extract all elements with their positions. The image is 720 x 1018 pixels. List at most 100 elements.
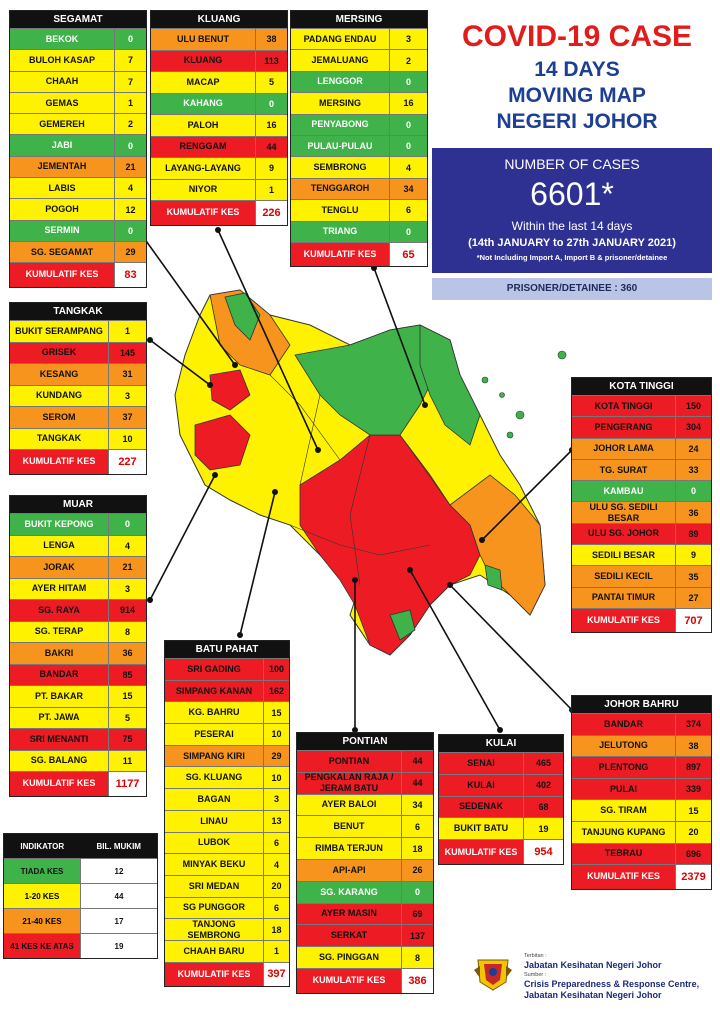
mukim-name: SG. PINGGAN bbox=[318, 952, 379, 963]
mukim-name: GEMAS bbox=[45, 97, 79, 108]
table-row: KOTA TINGGI 150 bbox=[572, 395, 711, 417]
table-kulai: KULAI SENAI 465 KULAI 402 SEDENAK 68 BUKIT BATU… bbox=[438, 734, 564, 865]
table-row: SERMIN 0 bbox=[10, 219, 146, 241]
table-row: SEDILI KECIL 35 bbox=[572, 565, 711, 587]
mukim-case-count: 0 bbox=[255, 93, 287, 114]
credit-label-source: Sumber : bbox=[524, 972, 547, 978]
mukim-case-count: 6 bbox=[389, 200, 427, 221]
mukim-case-count: 89 bbox=[675, 523, 711, 545]
mukim-name: PENYABONG bbox=[311, 119, 369, 130]
table-header: KULAI bbox=[439, 735, 563, 752]
table-row: SG. RAYA 914 bbox=[10, 599, 146, 621]
table-row: AYER HITAM 3 bbox=[10, 577, 146, 599]
mukim-name: JEMENTAH bbox=[37, 161, 87, 172]
mukim-case-count: 5 bbox=[255, 72, 287, 93]
mukim-case-count: 0 bbox=[114, 29, 146, 50]
table-row: JABI 0 bbox=[10, 134, 146, 156]
mukim-case-count: 1 bbox=[255, 179, 287, 200]
table-row: PENYABONG 0 bbox=[291, 113, 427, 135]
mukim-name: SEDILI BESAR bbox=[591, 549, 655, 560]
table-row: BANDAR 374 bbox=[572, 713, 711, 735]
cumulative-label: KUMULATIF KES bbox=[25, 269, 99, 280]
table-row: JEMALUANG 2 bbox=[291, 49, 427, 71]
mukim-case-count: 10 bbox=[263, 724, 289, 745]
mukim-case-count: 3 bbox=[108, 578, 146, 599]
table-row: BUKIT KEPONG 0 bbox=[10, 513, 146, 535]
main-title: COVID-19 CASE bbox=[461, 20, 693, 53]
table-row: LENGA 4 bbox=[10, 534, 146, 556]
table-row: SG PUNGGOR 6 bbox=[165, 896, 289, 919]
mukim-name: KLUANG bbox=[183, 55, 223, 66]
mukim-case-count: 37 bbox=[108, 407, 146, 428]
mukim-case-count: 44 bbox=[255, 136, 287, 157]
table-row: SRI MENANTI 75 bbox=[10, 728, 146, 750]
mukim-name: PALOH bbox=[187, 119, 219, 130]
mukim-name: SIMPANG KANAN bbox=[175, 685, 253, 696]
mukim-name: CHAAH BARU bbox=[183, 945, 245, 956]
mukim-name: SEDENAK bbox=[458, 801, 503, 812]
cumulative-label: KUMULATIF KES bbox=[22, 456, 96, 467]
cumulative-row: KUMULATIF KES 83 bbox=[10, 262, 146, 287]
mukim-case-count: 0 bbox=[389, 114, 427, 135]
mukim-case-count: 696 bbox=[675, 843, 711, 865]
mukim-case-count: 27 bbox=[675, 587, 711, 608]
table-row: SEROM 37 bbox=[10, 406, 146, 428]
cases-range: (14th JANUARY to 27th JANUARY 2021) bbox=[468, 237, 676, 249]
table-row: LABIS 4 bbox=[10, 177, 146, 199]
mukim-name: KUNDANG bbox=[36, 390, 82, 401]
table-row: LAYANG-LAYANG 9 bbox=[151, 157, 287, 179]
table-row: TG. SURAT 33 bbox=[572, 458, 711, 481]
table-row: TENGLU 6 bbox=[291, 199, 427, 221]
mukim-case-count: 145 bbox=[108, 342, 146, 363]
table-row: SIMPANG KANAN 162 bbox=[165, 679, 289, 702]
mukim-name: BUKIT SERAMPANG bbox=[15, 325, 103, 336]
johor-crest-icon bbox=[474, 959, 512, 991]
mukim-case-count: 7 bbox=[114, 71, 146, 92]
mukim-case-count: 100 bbox=[263, 659, 289, 680]
table-row: PONTIAN 44 bbox=[297, 750, 433, 772]
mukim-name: BANDAR bbox=[39, 669, 79, 680]
table-row: ULU SG. JOHOR 89 bbox=[572, 522, 711, 545]
table-row: SG. BALANG 11 bbox=[10, 749, 146, 771]
mukim-name: SEMBRONG bbox=[313, 162, 367, 173]
table-row: BUKIT BATU 19 bbox=[439, 817, 563, 840]
mukim-name: TANJONG SEMBRONG bbox=[187, 918, 241, 940]
table-row: SG. SEGAMAT 29 bbox=[10, 240, 146, 263]
mukim-name: POGOH bbox=[45, 204, 79, 215]
mukim-name: SRI MENANTI bbox=[29, 733, 89, 744]
mukim-name: TANGKAK bbox=[36, 433, 82, 444]
mukim-name: GRISEK bbox=[41, 347, 77, 358]
mukim-name: KOTA TINGGI bbox=[594, 400, 653, 411]
table-row: PENGKALAN RAJA / JERAM BATU 44 bbox=[297, 771, 433, 794]
mukim-name: ULU BENUT bbox=[177, 33, 229, 44]
map-island-3 bbox=[515, 410, 525, 420]
mukim-name: SG. TERAP bbox=[34, 626, 84, 637]
table-row: JORAK 21 bbox=[10, 556, 146, 578]
table-row: PULAI 339 bbox=[572, 777, 711, 800]
table-row: PENGERANG 304 bbox=[572, 416, 711, 438]
mukim-case-count: 44 bbox=[401, 772, 433, 794]
mukim-name: AYER HITAM bbox=[31, 583, 87, 594]
mukim-case-count: 16 bbox=[389, 93, 427, 114]
mukim-name: BANDAR bbox=[604, 718, 643, 729]
mukim-case-count: 68 bbox=[523, 796, 563, 818]
legend-row: 21-40 KES 17 bbox=[4, 908, 157, 933]
mukim-case-count: 1 bbox=[114, 92, 146, 114]
mukim-case-count: 113 bbox=[255, 50, 287, 71]
mukim-case-count: 75 bbox=[108, 729, 146, 750]
table-kota-tinggi: KOTA TINGGI KOTA TINGGI 150 PENGERANG 304 JOH… bbox=[571, 377, 712, 634]
mukim-case-count: 6 bbox=[401, 816, 433, 838]
mukim-case-count: 137 bbox=[401, 925, 433, 947]
table-row: PULAU-PULAU 0 bbox=[291, 134, 427, 157]
mukim-case-count: 374 bbox=[675, 714, 711, 735]
subtitle-state: NEGERI JOHOR bbox=[496, 110, 658, 133]
mukim-name: AYER BALOI bbox=[321, 799, 377, 810]
mukim-name: BULOH KASAP bbox=[28, 54, 95, 65]
cumulative-total: 1177 bbox=[108, 772, 146, 796]
mukim-name: SG PUNGGOR bbox=[182, 902, 245, 913]
mukim-case-count: 0 bbox=[389, 135, 427, 157]
table-header: SEGAMAT bbox=[10, 11, 146, 28]
mukim-case-count: 12 bbox=[114, 199, 146, 220]
mukim-name: PT. BAKAR bbox=[34, 690, 83, 701]
mukim-case-count: 0 bbox=[389, 221, 427, 242]
